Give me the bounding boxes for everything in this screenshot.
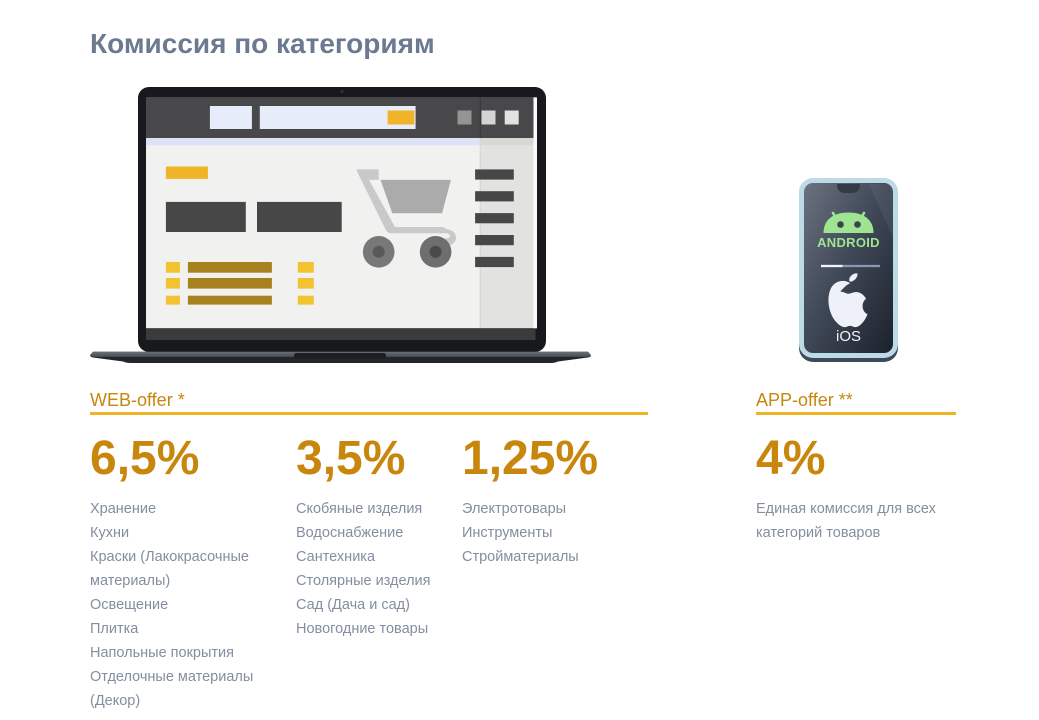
svg-text:iOS: iOS (836, 328, 861, 345)
svg-text:ANDROID: ANDROID (817, 235, 880, 250)
